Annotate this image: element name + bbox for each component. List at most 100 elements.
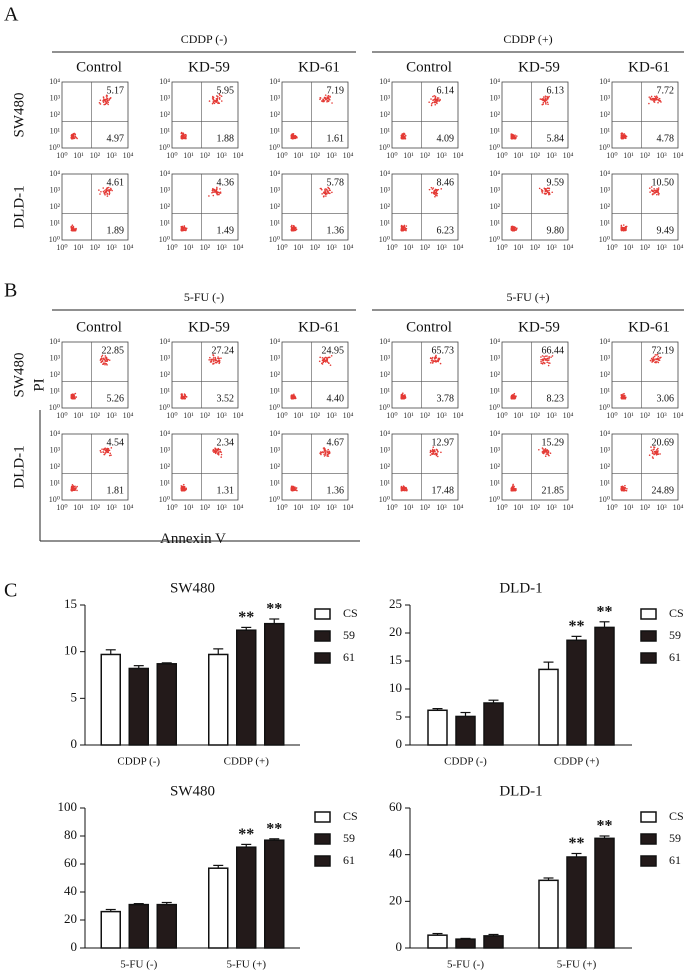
panel-label: A (4, 4, 19, 26)
upper-right-percent: 9.59 (547, 177, 565, 188)
y-tick-label: 10⁰ (49, 143, 60, 152)
event-dot (290, 135, 293, 137)
event-dot (108, 449, 111, 452)
x-tick-label: CDDP (+) (224, 756, 270, 768)
event-dot (292, 133, 295, 135)
legend-swatch (314, 652, 331, 664)
event-dot (72, 228, 74, 231)
event-dot (431, 358, 433, 360)
event-dot (660, 101, 662, 103)
event-dot (291, 485, 294, 488)
event-dot (541, 447, 544, 449)
x-tick-label: 10³ (546, 411, 557, 420)
event-dot (319, 356, 321, 359)
event-dot (76, 489, 78, 492)
event-dot (216, 97, 219, 99)
event-dot (102, 451, 105, 454)
lower-right-percent: 3.78 (437, 393, 455, 404)
event-dot (111, 189, 113, 192)
event-dot (214, 359, 217, 362)
event-dot (620, 132, 623, 134)
y-tick-label: 10⁰ (489, 235, 500, 244)
x-tick-label: 10² (640, 503, 651, 512)
event-dot (659, 357, 662, 359)
legend-label: CS (343, 809, 358, 823)
event-dot (548, 355, 550, 358)
event-dot (218, 193, 220, 196)
x-tick-label: 10³ (106, 243, 117, 252)
x-tick-label: 5-FU (-) (447, 959, 484, 971)
x-tick-label: 10⁴ (453, 411, 464, 420)
bar (156, 903, 177, 949)
bar (483, 935, 504, 949)
event-dot (428, 101, 430, 103)
event-dot (546, 361, 548, 364)
upper-right-percent: 4.54 (107, 437, 125, 448)
upper-right-percent: 5.95 (217, 85, 235, 96)
event-dot (216, 95, 218, 97)
event-dot (542, 96, 545, 98)
event-dot (542, 361, 545, 364)
event-dot (220, 456, 223, 458)
event-dot (218, 451, 221, 453)
x-tick-label: 10¹ (403, 411, 414, 420)
y-tick-label: 10² (50, 462, 61, 471)
event-dot (515, 228, 518, 230)
event-dot (546, 101, 549, 104)
upper-right-percent: 4.61 (107, 177, 125, 188)
lower-right-percent: 9.49 (657, 225, 675, 236)
event-dot (510, 137, 513, 140)
y-tick-label: 10² (490, 202, 501, 211)
event-dot (321, 100, 323, 102)
event-dot (72, 488, 75, 490)
event-dot (428, 188, 431, 191)
event-dot (433, 449, 436, 451)
event-dot (657, 98, 659, 101)
event-dot (648, 96, 651, 98)
event-dot (327, 448, 330, 451)
y-tick-label: 10² (50, 370, 61, 379)
upper-right-percent: 8.46 (437, 177, 455, 188)
event-dot (217, 447, 220, 450)
y-tick-label: 0 (396, 939, 403, 954)
y-tick-label: 10⁰ (379, 235, 390, 244)
event-dot (183, 225, 186, 227)
event-dot (329, 364, 332, 366)
x-tick-label: 10⁰ (386, 151, 397, 160)
event-dot (654, 98, 656, 100)
event-dot (104, 363, 106, 366)
y-tick-label: 10² (600, 110, 611, 119)
x-tick-label: 10⁴ (673, 411, 684, 420)
event-dot (106, 189, 108, 192)
y-tick-label: 10³ (380, 353, 391, 362)
y-tick-label: 10³ (50, 93, 61, 102)
event-dot (431, 452, 433, 455)
event-dot (649, 191, 651, 193)
y-tick-label: 10³ (50, 353, 61, 362)
event-dot (652, 99, 655, 101)
event-dot (512, 227, 515, 230)
event-dot (184, 393, 186, 396)
event-dot (657, 193, 660, 196)
event-dot (513, 137, 515, 140)
legend-swatch (314, 833, 331, 845)
y-tick-label: 10¹ (270, 386, 281, 395)
y-tick-label: 10² (270, 370, 281, 379)
event-dot (542, 103, 544, 106)
event-dot (402, 485, 405, 487)
event-dot (209, 356, 211, 359)
x-tick-label: 10¹ (623, 411, 634, 420)
event-dot (544, 455, 547, 458)
event-dot (401, 488, 404, 491)
event-dot (649, 97, 652, 100)
y-tick-label: 10¹ (50, 126, 61, 135)
legend-swatch (640, 811, 657, 823)
x-tick-label: 10³ (106, 503, 117, 512)
event-dot (216, 453, 219, 455)
event-dot (216, 99, 219, 102)
plot-frame (61, 81, 129, 149)
event-dot (217, 356, 219, 358)
event-dot (651, 193, 654, 195)
y-tick-label: 10² (160, 370, 171, 379)
bar (128, 903, 149, 949)
